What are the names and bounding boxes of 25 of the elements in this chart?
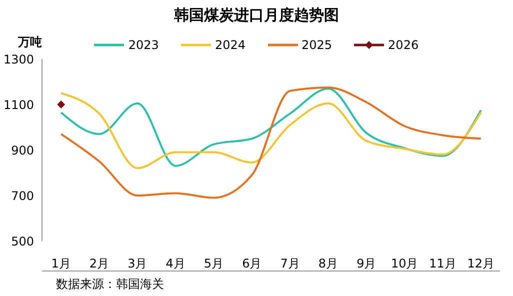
chart-title: 韩国煤炭进口月度趋势图 (173, 6, 340, 25)
y-tick-label: 1300 (3, 52, 34, 66)
legend-label: 2026 (388, 38, 419, 52)
x-tick-label: 7月 (280, 256, 300, 271)
y-axis-title: 万吨 (18, 34, 42, 51)
x-tick-label: 12月 (467, 256, 495, 271)
x-tick-label: 8月 (318, 256, 338, 271)
y-tick-label: 700 (11, 188, 34, 203)
legend-label: 2024 (214, 38, 246, 52)
x-tick-label: 11月 (429, 256, 456, 271)
legend-label: 2025 (302, 38, 332, 52)
x-tick-label: 6月 (242, 256, 262, 271)
x-tick-label: 1月 (51, 256, 71, 271)
x-tick-label: 9月 (356, 256, 376, 271)
line-series (60, 86, 482, 199)
y-tick-label: 1100 (3, 98, 34, 112)
x-tick-label: 2月 (89, 256, 110, 271)
y-tick-label: 500 (11, 234, 34, 248)
x-tick-label: 4月 (166, 256, 186, 271)
y-tick-label: 900 (11, 143, 34, 158)
x-tick-label: 5月 (204, 256, 224, 271)
x-tick-label: 10月 (390, 256, 418, 271)
legend-label: 2023 (128, 38, 159, 52)
x-tick-label: 3月 (128, 256, 148, 271)
source-note: 数据来源：韩国海关 (56, 276, 164, 293)
